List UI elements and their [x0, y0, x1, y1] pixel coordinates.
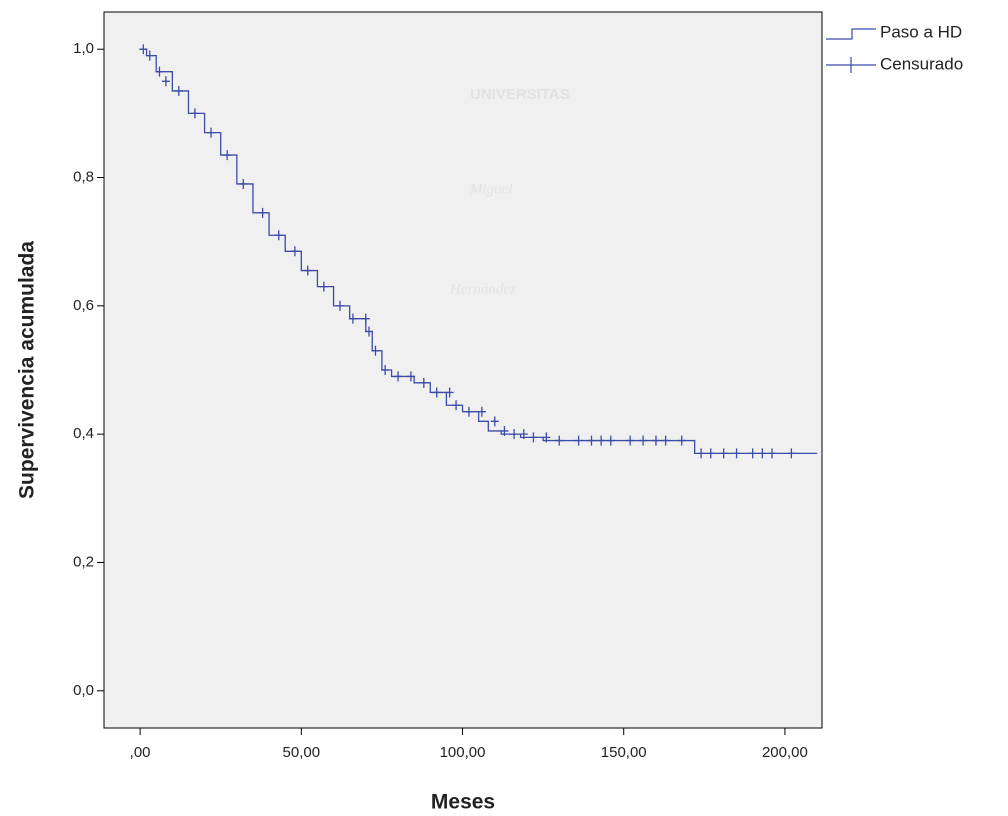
censor-mark	[748, 448, 757, 459]
censor-mark	[510, 429, 519, 440]
censor-mark	[719, 448, 728, 459]
watermark: UNIVERSITAS	[470, 86, 570, 103]
legend-label: Censurado	[880, 54, 963, 73]
censor-mark	[445, 387, 454, 398]
censor-mark	[419, 377, 428, 388]
y-tick-label: 0,4	[73, 425, 94, 442]
censor-mark	[394, 371, 403, 382]
censor-mark	[303, 265, 312, 276]
x-tick-label: 150,00	[601, 744, 647, 761]
censor-mark	[555, 435, 564, 446]
censor-mark	[464, 406, 473, 417]
censor-mark	[207, 127, 216, 138]
x-tick-label: 50,00	[283, 744, 321, 761]
censor-mark	[706, 448, 715, 459]
censor-mark	[290, 246, 299, 257]
censor-mark	[258, 207, 267, 218]
censor-mark	[371, 345, 380, 356]
x-tick-label: ,00	[130, 744, 151, 761]
censor-mark	[155, 66, 164, 77]
censor-mark	[361, 313, 370, 324]
watermark: Hernández	[449, 281, 516, 297]
censor-mark	[348, 313, 357, 324]
y-tick-label: 1,0	[73, 40, 94, 57]
legend-step-icon	[826, 28, 876, 40]
censor-mark	[542, 432, 551, 443]
y-tick-label: 0,0	[73, 682, 94, 699]
survival-curve	[140, 48, 818, 455]
y-tick-label: 0,6	[73, 297, 94, 314]
x-tick-label: 200,00	[762, 744, 808, 761]
censor-mark	[651, 435, 660, 446]
censor-mark	[190, 108, 199, 119]
y-tick-label: 0,2	[73, 553, 94, 570]
censor-mark	[336, 300, 345, 311]
censor-mark	[145, 50, 154, 61]
censor-mark	[274, 230, 283, 241]
censor-mark	[787, 448, 796, 459]
y-axis-title: Supervivencia acumulada	[16, 241, 39, 499]
censor-mark	[174, 85, 183, 96]
censor-mark	[406, 371, 415, 382]
censor-mark	[732, 448, 741, 459]
censor-mark	[365, 326, 374, 337]
censor-mark	[490, 416, 499, 427]
censor-mark	[319, 281, 328, 292]
censor-mark	[597, 435, 606, 446]
x-axis-title: Meses	[431, 791, 495, 814]
censor-mark	[500, 425, 509, 436]
watermark: Miguel	[469, 181, 513, 197]
censor-mark	[519, 429, 528, 440]
censor-mark	[381, 365, 390, 375]
censor-mark	[139, 44, 148, 55]
y-tick-label: 0,8	[73, 168, 94, 185]
censor-mark	[768, 448, 777, 459]
censor-mark	[574, 435, 583, 446]
censor-mark	[626, 435, 635, 446]
censor-mark	[677, 435, 686, 446]
censor-mark	[223, 150, 232, 161]
censor-mark	[432, 387, 441, 398]
censor-mark	[697, 448, 706, 459]
censor-mark	[529, 432, 538, 443]
censor-mark	[452, 400, 461, 411]
censor-mark	[639, 435, 648, 446]
x-tick-label: 100,00	[440, 744, 486, 761]
censor-mark	[758, 448, 767, 459]
censor-mark	[477, 406, 486, 417]
censor-mark	[239, 178, 248, 189]
plot-area	[103, 11, 823, 729]
censor-mark	[587, 435, 596, 446]
censor-mark	[161, 76, 170, 87]
legend-label: Paso a HD	[880, 22, 962, 41]
censor-mark	[606, 435, 615, 446]
legend-censor-icon	[826, 57, 876, 73]
censor-mark	[661, 435, 670, 446]
